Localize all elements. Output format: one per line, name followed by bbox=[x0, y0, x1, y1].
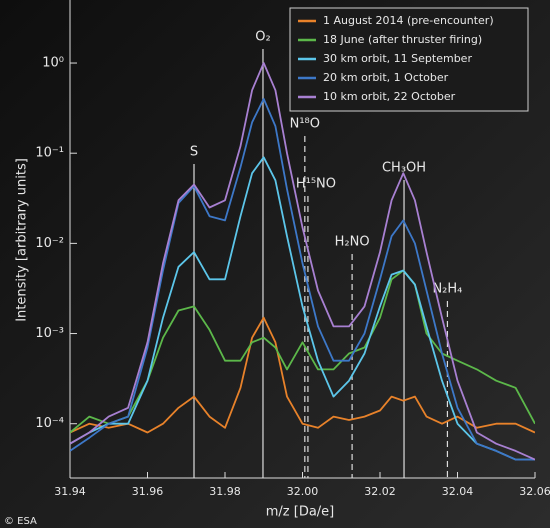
legend-label: 30 km orbit, 11 September bbox=[323, 52, 472, 65]
annotation-label: O₂ bbox=[255, 30, 270, 45]
legend-label: 20 km orbit, 1 October bbox=[323, 71, 449, 84]
legend-label: 10 km orbit, 22 October bbox=[323, 90, 456, 103]
series-line bbox=[70, 98, 535, 461]
y-tick-label: 10⁻³ bbox=[35, 326, 64, 341]
y-tick-label: 10⁻² bbox=[35, 236, 64, 251]
x-tick-label: 32.04 bbox=[442, 485, 474, 498]
series-line bbox=[70, 156, 535, 461]
plot-area bbox=[70, 62, 535, 461]
annotation-label: S bbox=[190, 145, 198, 160]
y-tick-label: 10⁻⁴ bbox=[35, 416, 64, 431]
series-line bbox=[70, 62, 535, 461]
x-tick-label: 32.00 bbox=[287, 485, 319, 498]
x-tick-label: 32.06 bbox=[519, 485, 550, 498]
annotation-label: H¹⁵NO bbox=[296, 177, 336, 192]
annotation-label: H₂NO bbox=[335, 235, 370, 250]
x-tick-label: 31.98 bbox=[209, 485, 241, 498]
credit: © ESA bbox=[4, 516, 37, 527]
legend-label: 18 June (after thruster firing) bbox=[323, 33, 482, 46]
legend-box bbox=[289, 7, 529, 112]
x-tick-label: 31.96 bbox=[132, 485, 164, 498]
series-line bbox=[70, 316, 535, 434]
x-axis-label: m/z [Da/e] bbox=[266, 505, 335, 520]
y-tick-label: 10⁰ bbox=[42, 56, 64, 71]
y-tick-label: 10⁻¹ bbox=[35, 146, 64, 161]
annotation-label: N¹⁸O bbox=[290, 117, 320, 132]
legend-label: 1 August 2014 (pre-encounter) bbox=[323, 14, 494, 27]
y-axis-label: Intensity [arbitrary units] bbox=[15, 158, 30, 322]
x-tick-label: 31.94 bbox=[54, 485, 86, 498]
annotation-label: N₂H₄ bbox=[432, 282, 462, 297]
x-tick-label: 32.02 bbox=[364, 485, 396, 498]
annotation-label: CH₃OH bbox=[382, 161, 426, 176]
